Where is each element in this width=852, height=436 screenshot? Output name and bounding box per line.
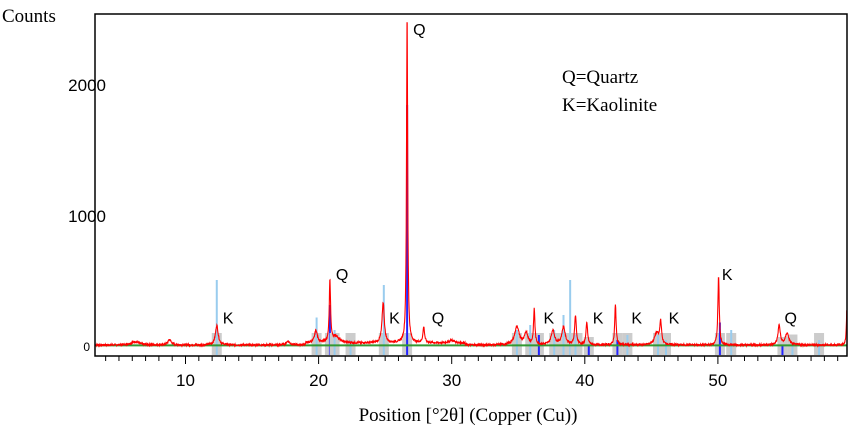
legend-entry-kaolinite: K=Kaolinite [562,95,657,116]
plot-frame [94,13,848,357]
y-axis-label: Counts [2,6,56,27]
y-tick-label: 1000 [68,207,106,226]
y-tick-label: 2000 [68,76,106,95]
peak-label: K [593,310,604,327]
x-tick-label: 10 [176,371,195,390]
peak-label: K [722,267,733,284]
peak-label: K [631,310,642,327]
x-tick-label: 50 [708,371,727,390]
legend-entry-quartz: Q=Quartz [562,67,638,88]
peak-label: K [544,310,555,327]
pattern-line [94,22,848,348]
x-axis-ticks: 10 20 30 40 50 [105,356,839,390]
peak-label: K [389,310,400,327]
peak-annotations: Q Q K K Q K K K K K Q [223,22,797,327]
peak-label: Q [336,267,348,284]
peak-label: Q [784,310,796,327]
reference-sticks [211,105,825,355]
x-tick-label: 30 [442,371,461,390]
peak-label: Q [413,22,425,39]
peak-label: K [223,310,234,327]
x-tick-label: 40 [575,371,594,390]
y-axis-ticks: 0 1000 2000 [68,76,106,354]
x-axis-label: Position [°2θ] (Copper (Cu)) [359,405,578,426]
peak-label: Q [432,310,444,327]
x-tick-label: 20 [309,371,328,390]
y-tick-label: 0 [83,340,90,354]
peak-label: K [669,310,680,327]
